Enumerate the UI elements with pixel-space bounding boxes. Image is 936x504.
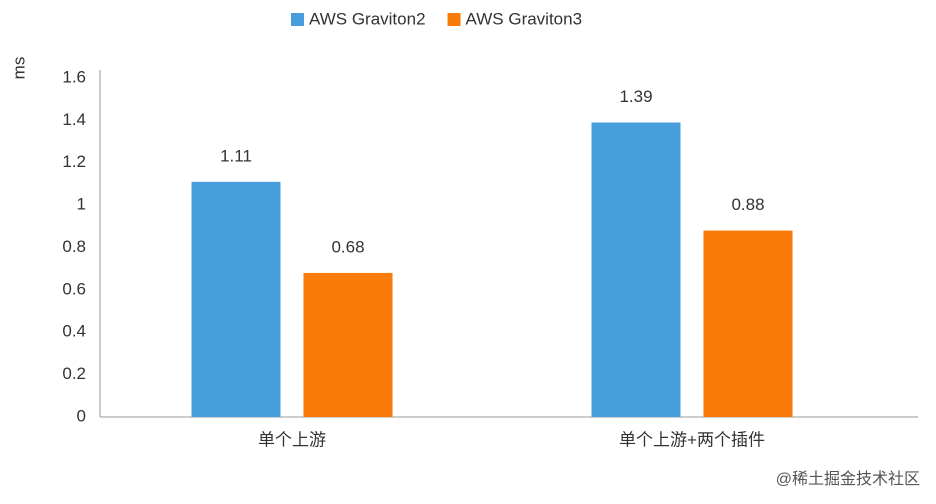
legend-swatch — [291, 13, 304, 26]
legend-swatch — [447, 13, 461, 26]
value-label: 0.88 — [731, 195, 764, 214]
bar — [703, 230, 793, 417]
y-tick-label: 1.4 — [62, 110, 86, 129]
watermark: @稀土掘金技术社区 — [776, 470, 920, 488]
y-axis-label: ms — [9, 57, 28, 80]
y-tick-label: 0.8 — [62, 237, 86, 256]
bar — [303, 272, 393, 417]
x-tick-label: 单个上游 — [258, 430, 326, 449]
y-tick-label: 1.2 — [62, 152, 86, 171]
y-tick-label: 0.2 — [62, 364, 86, 383]
y-tick-label: 0.6 — [62, 279, 86, 298]
legend-label: AWS Graviton2 — [309, 9, 426, 28]
y-tick-label: 1.6 — [62, 67, 86, 86]
x-tick-label: 单个上游+两个插件 — [619, 430, 765, 449]
bar — [191, 181, 281, 417]
y-tick-label: 1 — [77, 195, 86, 214]
y-tick-label: 0 — [77, 406, 86, 425]
value-label: 1.11 — [220, 146, 252, 165]
value-label: 1.39 — [619, 87, 652, 106]
y-tick-label: 0.4 — [62, 322, 86, 341]
bar — [591, 122, 681, 418]
value-label: 0.68 — [331, 237, 364, 256]
legend-label: AWS Graviton3 — [466, 9, 583, 28]
